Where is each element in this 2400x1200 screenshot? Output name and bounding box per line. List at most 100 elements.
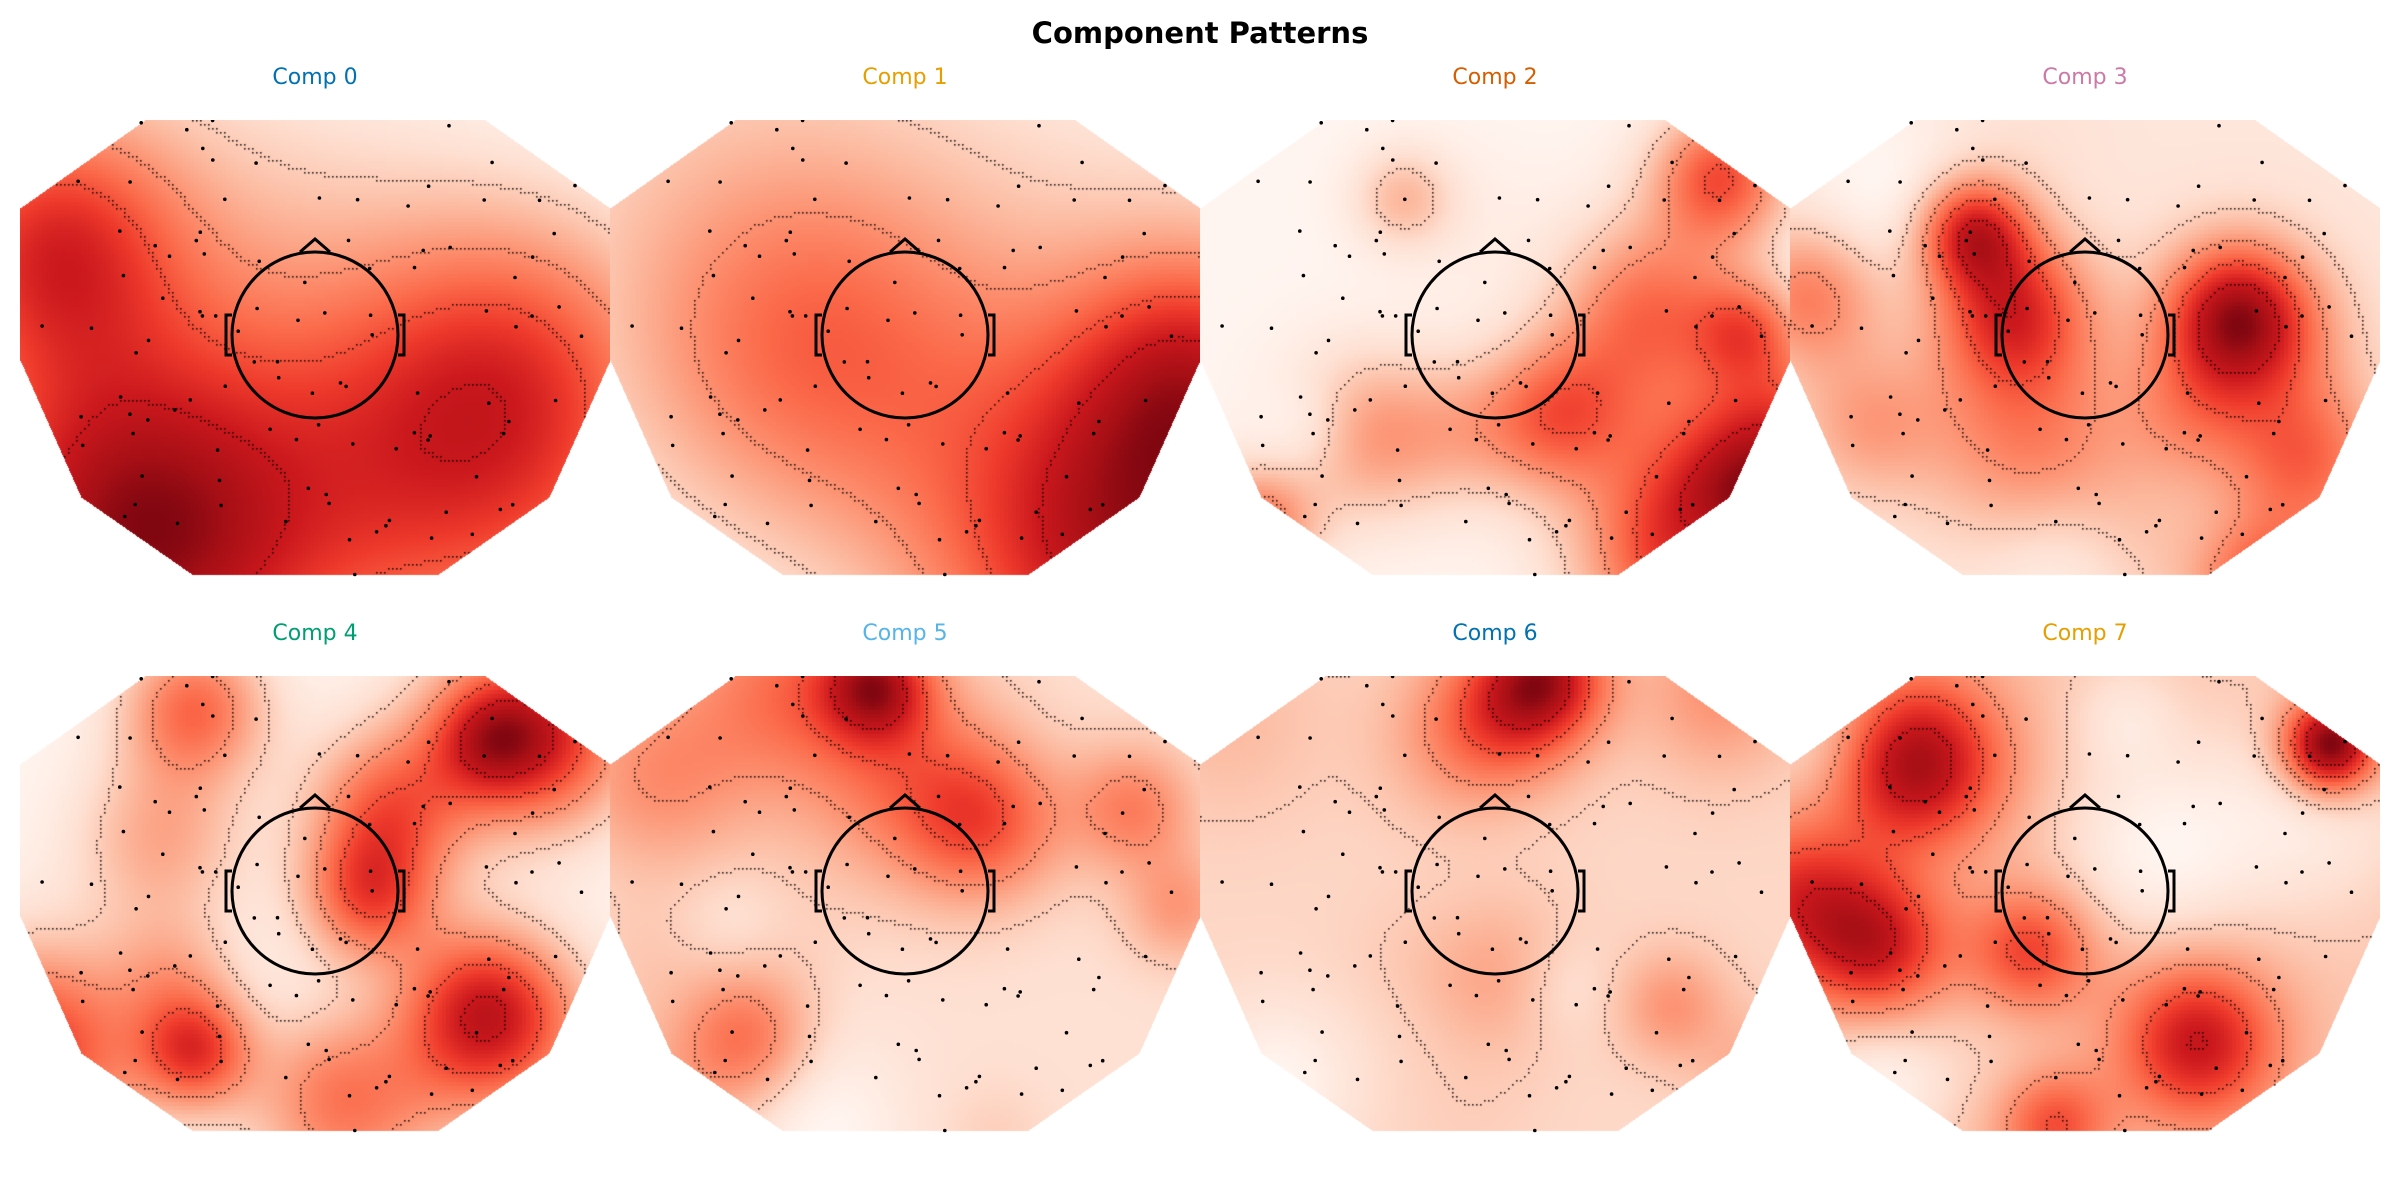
sensor-dot [2086, 423, 2091, 427]
sensor-dot [490, 160, 494, 165]
topomap-panel: Comp 7 [1790, 621, 2380, 1181]
sensor-dot [757, 810, 762, 814]
sensor-dot [1380, 870, 1385, 874]
sensor-dot [1693, 275, 1697, 280]
sensor-dot [2176, 760, 2180, 764]
topomap-panel: Comp 0 [20, 65, 610, 625]
sensor-dot [1574, 1002, 1578, 1007]
sensor-dot [448, 245, 453, 250]
sensor-dot [900, 947, 905, 951]
sensor-dot [1609, 536, 1614, 540]
sensor-dot [1524, 384, 1528, 389]
sensor-dot [1893, 1070, 1897, 1075]
sensor-dot [2137, 266, 2142, 271]
sensor-dot [316, 979, 321, 983]
sensor-dot [1347, 254, 1352, 258]
sensor-dot [201, 702, 205, 707]
sensor-dot [1393, 870, 1398, 874]
sensor-dot [367, 822, 372, 827]
sensor-dot [353, 1128, 357, 1133]
sensor-dot [937, 1093, 942, 1098]
sensor-dot [223, 197, 227, 202]
sensor-dot [1456, 931, 1461, 936]
sensor-dot [2218, 245, 2222, 250]
sensor-dot [1627, 123, 1631, 128]
sensor-dot [1901, 987, 1905, 992]
sensor-dot [1888, 395, 1893, 399]
sensor-dot [1311, 431, 1315, 436]
sensor-dot [893, 280, 897, 285]
sensor-dot [194, 794, 199, 799]
sensor-dot [847, 259, 851, 264]
sensor-dot [1606, 994, 1610, 998]
sensor-dot [1964, 794, 1969, 799]
sensor-dot [1314, 351, 1318, 355]
sensor-dot [708, 785, 712, 789]
sensor-dot [406, 204, 410, 208]
sensor-dot [1016, 994, 1020, 998]
sensor-dot [2300, 870, 2304, 874]
sensor-dot [1347, 810, 1352, 814]
sensor-dot [1060, 532, 1065, 537]
sensor-dot [429, 1092, 434, 1096]
sensor-dot [2022, 360, 2027, 364]
sensor-dot [211, 714, 215, 718]
sensor-dot [80, 443, 85, 448]
panel-title: Comp 2 [1452, 65, 1538, 90]
sensor-dot [934, 384, 938, 389]
sensor-dot [510, 502, 515, 507]
sensor-dot [1016, 740, 1021, 744]
sensor-dot [974, 1079, 978, 1084]
sensor-dot [1931, 296, 1935, 300]
sensor-dot [1993, 940, 1998, 944]
sensor-dot [1548, 869, 1553, 873]
sensor-dot [2182, 430, 2187, 435]
sensor-dot [1382, 808, 1387, 812]
sensor-dot [1002, 986, 1007, 991]
sensor-dot [1381, 702, 1385, 707]
sensor-dot [1968, 309, 1972, 314]
sensor-dot [394, 1002, 399, 1007]
sensor-dot [1002, 265, 1007, 270]
sensor-dot [1483, 836, 1487, 841]
sensor-dot [1958, 954, 1963, 958]
sensor-dot [2123, 572, 2127, 577]
sensor-dot [791, 702, 795, 707]
sensor-dot [384, 523, 388, 528]
head-outline [630, 120, 1174, 577]
sensor-dot [1518, 937, 1523, 941]
sensor-dot [355, 197, 360, 202]
sensor-dot [1496, 979, 1501, 983]
sensor-dot [941, 442, 945, 446]
sensor-dot [1011, 804, 1015, 809]
sensor-dot [788, 786, 793, 790]
sensor-dot [2157, 518, 2162, 523]
sensor-dot [1592, 265, 1597, 270]
sensor-dot [1503, 311, 1507, 315]
sensor-dot [1586, 760, 1590, 764]
sensor-dot [1220, 880, 1224, 884]
sensor-dot [805, 448, 810, 452]
sensor-dot [1378, 786, 1383, 790]
sensor-dot [252, 360, 257, 364]
sensor-dot [845, 306, 849, 311]
sensor-dot [1955, 127, 1959, 132]
topomap-panel: Comp 6 [1200, 621, 1790, 1181]
sensor-dot [1333, 243, 1337, 248]
sensor-dot [1308, 736, 1312, 740]
sensor-dot [215, 1004, 220, 1008]
sensor-dot [928, 937, 933, 941]
sensor-dot [736, 418, 740, 422]
sensor-dot [1678, 1063, 1683, 1068]
sensor-dot [2094, 1048, 2098, 1053]
sensor-dot [501, 987, 506, 992]
sensor-dot [2097, 1057, 2101, 1062]
sensor-dot [1732, 787, 1736, 792]
sensor-dot [788, 309, 792, 314]
sensor-dot [1693, 831, 1697, 836]
sensor-dot [1916, 418, 1920, 422]
sensor-dot [306, 1042, 311, 1047]
sensor-dot [2108, 381, 2113, 385]
sensor-dot [1654, 474, 1659, 479]
sensor-dot [1662, 198, 1666, 202]
